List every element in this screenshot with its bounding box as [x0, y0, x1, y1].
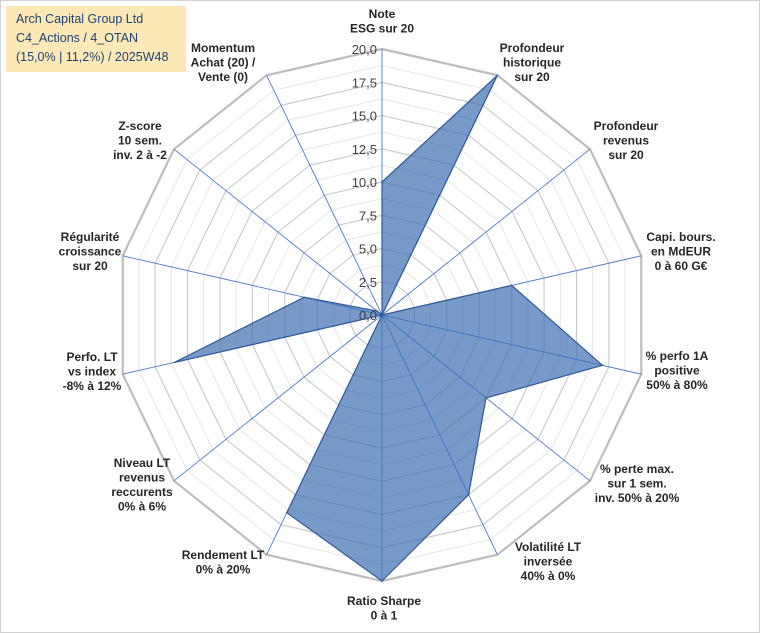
category-label: Régularité croissance sur 20 [59, 230, 122, 273]
tick-label: 12,5 [352, 142, 377, 157]
data-point [376, 310, 378, 312]
category-label: Z-score 10 sem. inv. 2 à -2 [113, 119, 167, 162]
category-label: Ratio Sharpe 0 à 1 [347, 594, 421, 623]
radar-tick-labels: 0,0 2,5 5,0 7,5 10,0 12,5 15,0 17,5 20,0 [352, 42, 377, 323]
radar-series [173, 74, 604, 582]
tick-label: 20,0 [352, 42, 377, 57]
tick-label: 7,5 [359, 208, 377, 223]
axis-spoke [381, 148, 591, 316]
data-point [303, 296, 306, 299]
series-area [174, 74, 604, 582]
data-point [601, 364, 604, 367]
data-point [381, 314, 383, 316]
data-point [286, 511, 288, 514]
company-name: Arch Capital Group Ltd [16, 12, 144, 26]
tick-label: 10,0 [352, 175, 377, 190]
tick-label: 0,0 [359, 308, 377, 323]
data-point [381, 580, 383, 582]
data-point [381, 181, 383, 183]
category-label: % perfo 1A positive 50% à 80% [646, 349, 709, 392]
radar-category-labels: Note ESG sur 20 Profondeur historique sur 20… [59, 7, 716, 623]
tick-label: 5,0 [359, 242, 377, 257]
category-label: Capi. bours. en MdEUR 0 à 60 G€ [646, 230, 715, 273]
category-label: Note ESG sur 20 [350, 7, 414, 36]
category-label: Niveau LT revenus reccurents 0% à 6% [111, 456, 173, 514]
data-point [173, 361, 176, 364]
tick-label: 15,0 [352, 109, 377, 124]
data-point [510, 284, 513, 287]
category-label: Momentum Achat (20) / Vente (0) [191, 41, 256, 84]
axis-spoke [266, 75, 383, 316]
category-label: Volatilité LT inversée 40% à 0% [515, 540, 582, 583]
category-label: % perte max. sur 1 sem. inv. 50% à 20% [595, 462, 680, 505]
category-label: Profondeur revenus sur 20 [594, 119, 659, 162]
tick-label: 17,5 [352, 75, 377, 90]
category-label: Profondeur historique sur 20 [500, 41, 565, 84]
tick-label: 2,5 [359, 275, 377, 290]
data-point [467, 493, 470, 496]
data-point [496, 74, 499, 77]
data-point [485, 397, 487, 399]
performance-week: (15,0% | 11,2%) / 2025W48 [16, 50, 169, 64]
portfolio-category: C4_Actions / 4_OTAN [16, 31, 139, 45]
axis-spoke [173, 148, 383, 316]
category-label: Perfo. LT vs index -8% à 12% [63, 350, 122, 393]
category-label: Rendement LT 0% à 20% [182, 548, 265, 577]
axis-spoke [173, 314, 383, 482]
title-box: Arch Capital Group Ltd C4_Actions / 4_OT… [6, 6, 186, 72]
